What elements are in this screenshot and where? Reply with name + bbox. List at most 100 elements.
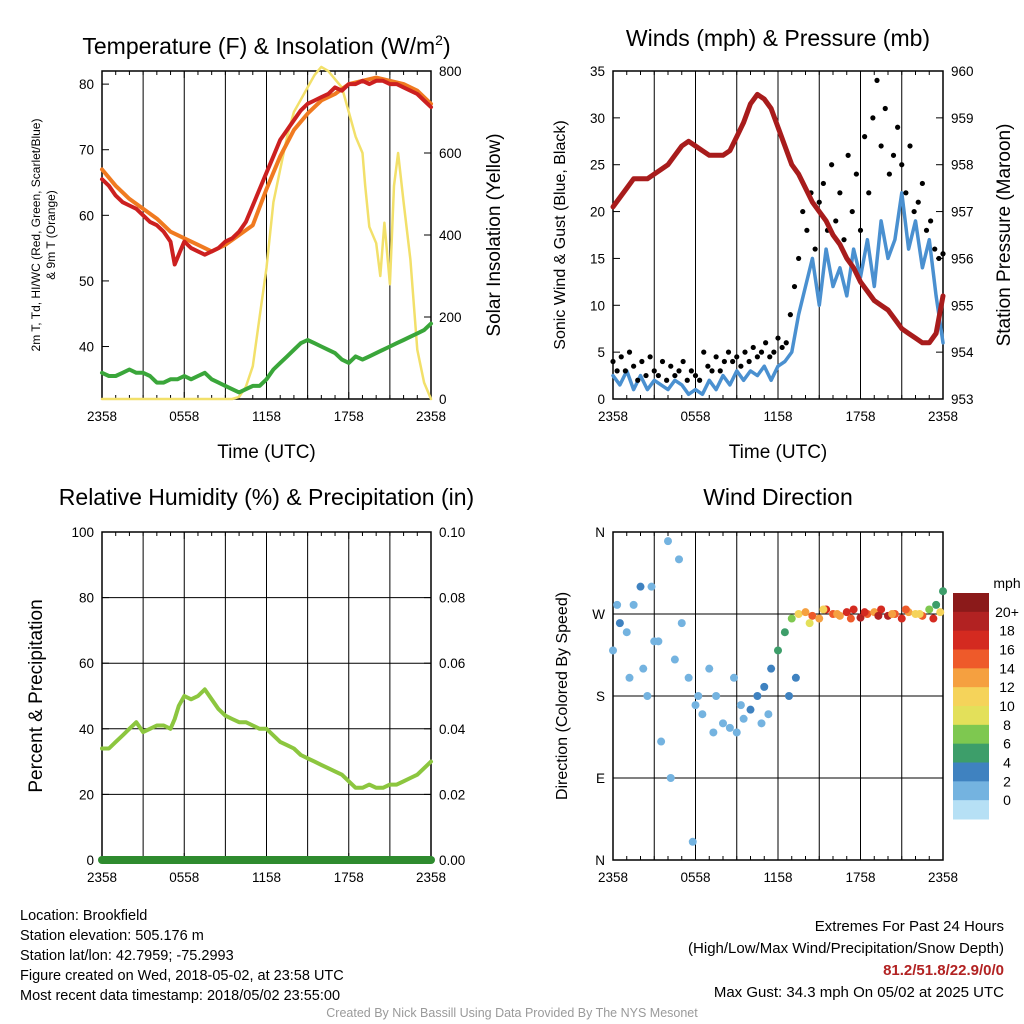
extremes-info: Extremes For Past 24 Hours (High/Low/Max… [688, 916, 1004, 1004]
colorbar-swatch [953, 630, 989, 650]
y2-tick-label: 0.00 [439, 853, 465, 868]
x-tick-label: 2358 [87, 409, 117, 424]
gust-point [829, 162, 835, 168]
y2-tick-label: 0 [439, 392, 447, 407]
direction-point [670, 655, 679, 664]
direction-point [874, 611, 883, 620]
gust-point [750, 344, 756, 351]
direction-point [787, 614, 796, 623]
gust-point [796, 255, 802, 262]
x-tick-label: 1158 [252, 870, 281, 885]
direction-point [730, 673, 738, 682]
direction-point [753, 692, 762, 700]
y-tick-label: E [596, 771, 605, 786]
gust-point [631, 363, 637, 369]
gust-point [664, 377, 670, 383]
y-tick-label: 30 [590, 111, 605, 126]
colorbar-swatch [953, 687, 989, 707]
extremes-fields: (High/Low/Max Wind/Precipitation/Snow De… [688, 940, 1004, 957]
direction-point [719, 719, 727, 728]
direction-point [688, 837, 697, 846]
x-tick-label: 1158 [252, 409, 281, 424]
y2-tick-label: 200 [439, 310, 462, 325]
direction-point [897, 614, 906, 623]
direction-point [657, 737, 666, 746]
gust-point [940, 251, 946, 257]
gust-point [738, 363, 744, 369]
colorbar-swatch [953, 611, 989, 632]
y-axis-label-line2: & 9m T (Orange) [44, 190, 58, 280]
gust-point [647, 354, 653, 360]
gust-point [783, 340, 789, 346]
gust-point [936, 255, 942, 262]
gust-point [899, 162, 905, 168]
direction-point [739, 714, 748, 723]
gust-point [882, 105, 888, 112]
gust-point [688, 368, 694, 374]
gust-point [816, 199, 822, 205]
gust-point [635, 377, 641, 383]
x-tick-label: 2358 [598, 409, 628, 424]
direction-point [647, 582, 656, 591]
y-tick-label: 20 [590, 205, 605, 220]
gust-point [812, 246, 818, 252]
gust-point [763, 340, 769, 346]
direction-point [774, 646, 782, 655]
gust-point [697, 377, 703, 383]
y2-tick-label: 956 [951, 251, 974, 266]
series-line-9m-t [100, 75, 433, 254]
gust-point [791, 283, 798, 290]
gust-point [928, 218, 934, 224]
gust-point [701, 349, 707, 355]
direction-point [801, 608, 810, 617]
gust-point [890, 152, 897, 158]
y2-tick-label: 957 [951, 205, 974, 220]
chart-title: Temperature (F) & Insolation (W/m2) [82, 32, 450, 59]
y-tick-label: 15 [590, 251, 605, 266]
x-tick-label: 1158 [763, 870, 792, 885]
direction-point [746, 705, 755, 714]
gust-point [643, 372, 649, 379]
direction-point [664, 537, 672, 546]
colorbar-label: 2 [1003, 773, 1011, 789]
gust-point [841, 237, 847, 243]
gust-point [767, 354, 773, 360]
x-axis-label: Time (UTC) [729, 442, 828, 463]
x-axis-label: Time (UTC) [217, 442, 316, 463]
y2-tick-label: 953 [951, 392, 974, 407]
chart-title: Relative Humidity (%) & Precipitation (i… [59, 484, 474, 510]
gust-point [622, 368, 628, 374]
direction-point [760, 682, 769, 691]
y-tick-label: 70 [79, 143, 94, 158]
gust-point [866, 190, 872, 196]
y2-axis-label: Solar Insolation (Yellow) [484, 133, 505, 336]
gust-point [911, 208, 917, 215]
y-tick-label: 0 [86, 853, 94, 868]
gust-point [919, 180, 925, 187]
y2-tick-label: 0.08 [439, 591, 465, 606]
gust-point [651, 368, 657, 374]
direction-point [794, 610, 803, 618]
gust-point [779, 344, 785, 351]
y-tick-label: W [592, 607, 605, 622]
y-tick-label: 100 [71, 525, 94, 540]
direction-point [808, 611, 817, 620]
series-line-sonic-wind [611, 191, 945, 397]
direction-point [698, 710, 707, 719]
y2-tick-label: 955 [951, 298, 974, 313]
direction-point [780, 628, 789, 637]
colorbar-label: 0 [1003, 792, 1011, 808]
gust-point [713, 354, 719, 360]
gust-point [655, 372, 661, 379]
colorbar-swatch [953, 781, 989, 801]
x-tick-label: 0558 [169, 870, 199, 885]
gust-point [746, 358, 752, 365]
y-axis-label-line1: 2m T, Td, HI/WC (Red, Green, Scarlet/Blu… [29, 119, 43, 352]
gust-point [804, 227, 810, 233]
gust-point [742, 349, 748, 355]
x-tick-label: 2358 [416, 870, 446, 885]
gust-point [730, 358, 736, 365]
y-axis-label: Percent & Precipitation [26, 599, 47, 792]
direction-point [675, 555, 683, 564]
y2-tick-label: 0.04 [439, 722, 466, 737]
